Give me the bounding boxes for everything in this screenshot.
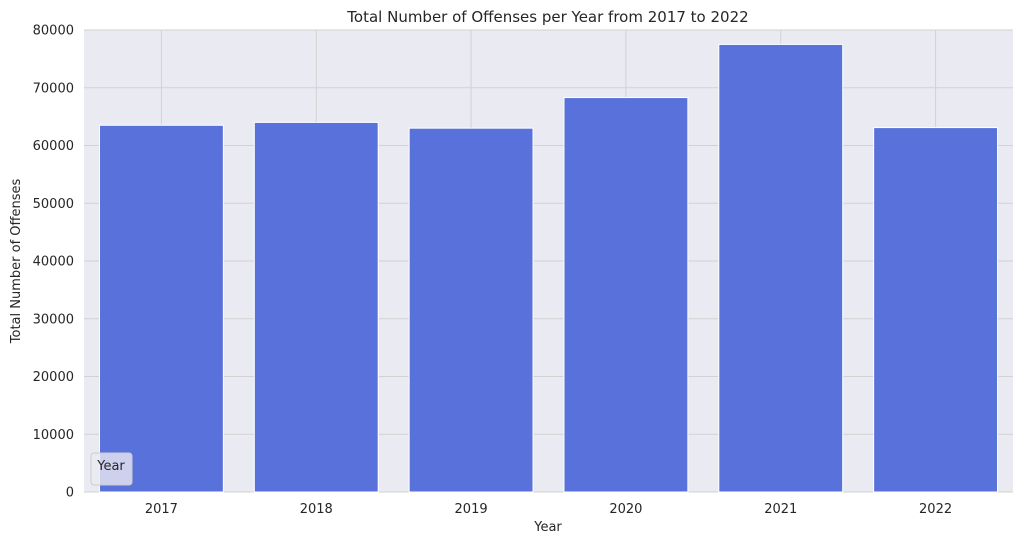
x-tick-label: 2021	[764, 502, 797, 517]
bar-2022	[873, 127, 999, 493]
x-tick-label: 2017	[145, 502, 178, 517]
y-tick-label: 80000	[33, 24, 74, 39]
y-tick-label: 30000	[33, 312, 74, 327]
y-tick-label: 20000	[33, 370, 74, 385]
x-tick-label: 2020	[609, 502, 642, 517]
legend-box	[90, 452, 133, 486]
bar-2021	[718, 43, 844, 493]
bars	[98, 43, 999, 493]
x-axis-ticks: 2017 2018 2019 2020 2021 2022	[145, 502, 952, 517]
y-axis-label: Total Number of Offenses	[9, 179, 24, 345]
legend-title: Year	[96, 459, 125, 474]
y-tick-label: 10000	[33, 428, 74, 443]
x-tick-label: 2022	[919, 502, 952, 517]
x-axis-label: Year	[533, 520, 562, 535]
y-tick-label: 0	[66, 486, 74, 501]
x-tick-label: 2019	[455, 502, 488, 517]
bar-2020	[563, 97, 689, 493]
grid-lines	[84, 29, 1013, 493]
bar-2018	[253, 121, 379, 493]
bar-2019	[408, 127, 534, 493]
legend: Year	[90, 452, 133, 486]
y-tick-label: 60000	[33, 139, 74, 154]
y-tick-label: 50000	[33, 197, 74, 212]
x-tick-label: 2018	[300, 502, 333, 517]
bar-2017	[98, 124, 224, 493]
y-tick-label: 70000	[33, 81, 74, 96]
y-axis-ticks: 0 10000 20000 30000 40000 50000 60000 70000 8000…	[33, 24, 74, 501]
chart-title: Total Number of Offenses per Year from 2…	[346, 8, 748, 26]
y-tick-label: 40000	[33, 255, 74, 270]
